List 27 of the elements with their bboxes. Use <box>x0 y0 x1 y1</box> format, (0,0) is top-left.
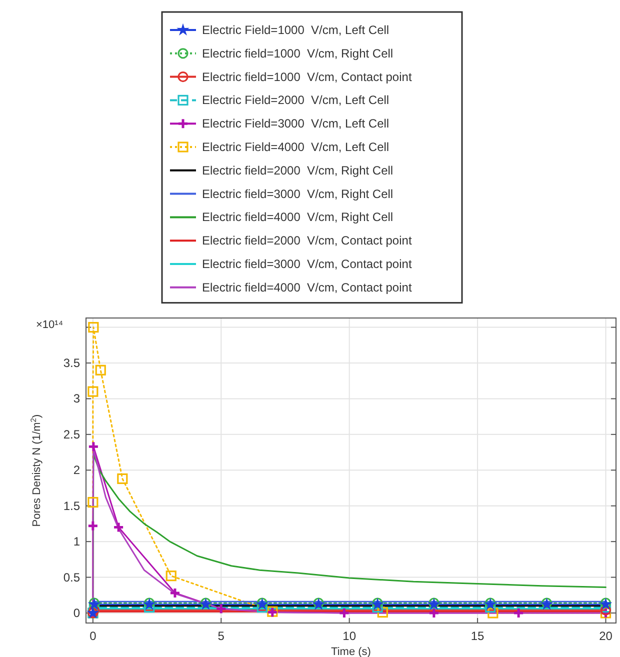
x-tick-label: 20 <box>599 629 613 643</box>
legend-label: Electric field=2000 V/cm, Contact point <box>202 234 412 248</box>
legend-label: Electric field=4000 V/cm, Right Cell <box>202 210 394 224</box>
text: ×10¹⁴ <box>36 319 64 331</box>
legend-label: Electric Field=1000 V/cm, Left Cell <box>202 23 390 37</box>
y-tick-label: 0 <box>73 606 80 620</box>
x-tick-label: 15 <box>470 629 485 643</box>
legend-label: Electric field=2000 V/cm, Right Cell <box>202 163 394 178</box>
x-axis-title: Time (s) <box>331 646 371 657</box>
y-tick-label: 1.5 <box>63 498 80 513</box>
legend-label: Electric field=3000 V/cm, Right Cell <box>202 186 394 201</box>
x-tick-label: 0 <box>90 629 97 643</box>
y-tick-label: 3.5 <box>63 356 80 370</box>
x-tick-label: 10 <box>342 629 356 643</box>
y-tick-label: 2.5 <box>63 427 80 442</box>
y-tick-label: 1 <box>73 534 80 549</box>
legend-label: Electric field=1000 V/cm, Contact point <box>202 70 412 84</box>
legend-label: Electric Field=3000 V/cm, Left Cell <box>202 116 390 131</box>
legend-label: Electric field=1000 V/cm, Right Cell <box>202 46 394 60</box>
x-tick-label: 5 <box>218 629 225 643</box>
legend-label: Electric field=4000 V/cm, Contact point <box>202 280 412 294</box>
legend-label: Electric Field=2000 V/cm, Left Cell <box>202 93 390 108</box>
y-tick-label: 3 <box>73 392 80 406</box>
y-tick-label: 0.5 <box>63 570 80 584</box>
legend-label: Electric Field=4000 V/cm, Left Cell <box>202 140 390 154</box>
legend-label: Electric field=3000 V/cm, Contact point <box>202 257 412 271</box>
y-tick-label: 2 <box>73 463 80 478</box>
